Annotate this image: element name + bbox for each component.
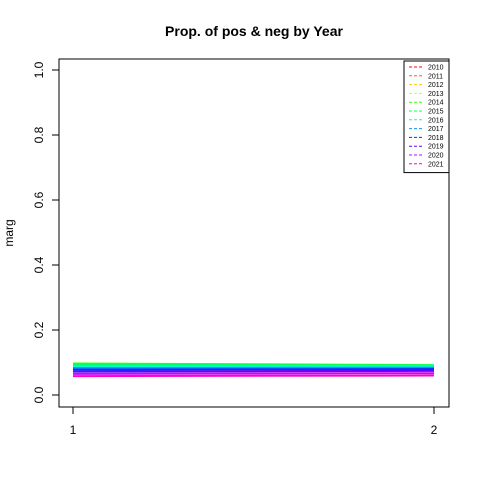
- legend-label-2013: 2013: [428, 91, 444, 98]
- chart-title: Prop. of pos & neg by Year: [165, 23, 343, 39]
- legend-label-2019: 2019: [428, 144, 444, 151]
- legend-label-2011: 2011: [428, 73, 443, 80]
- y-tick-label: 0.2: [32, 321, 46, 338]
- series-line-2018: [72, 368, 435, 371]
- x-tick-label: 2: [431, 423, 438, 437]
- y-tick-label: 0.8: [32, 126, 46, 143]
- plot-frame: [58, 58, 450, 408]
- y-tick-label: 0.0: [32, 386, 46, 403]
- legend-label-2016: 2016: [428, 117, 444, 124]
- series-line-2020: [72, 372, 435, 375]
- legend-label-2012: 2012: [428, 82, 444, 89]
- y-tick-label: 0.6: [32, 191, 46, 208]
- legend-label-2017: 2017: [428, 126, 444, 133]
- series-layer: [72, 362, 435, 378]
- legend-label-2018: 2018: [428, 135, 444, 142]
- x-tick-label: 1: [70, 423, 77, 437]
- legend-label-2021: 2021: [428, 161, 444, 168]
- legend-label-2015: 2015: [428, 109, 444, 116]
- y-tick-label: 1.0: [32, 61, 46, 78]
- series-line-2019: [72, 369, 435, 373]
- y-tick-label: 0.4: [32, 256, 46, 273]
- y-axis: 0.0 0.2 0.4 0.6 0.8 1.0: [32, 61, 60, 403]
- series-line-2021: [72, 374, 435, 378]
- legend-label-2020: 2020: [428, 153, 444, 160]
- legend-box: [403, 60, 450, 174]
- legend-label-2010: 2010: [428, 65, 444, 72]
- legend-label-2014: 2014: [428, 100, 444, 107]
- y-axis-label: marg: [2, 219, 16, 246]
